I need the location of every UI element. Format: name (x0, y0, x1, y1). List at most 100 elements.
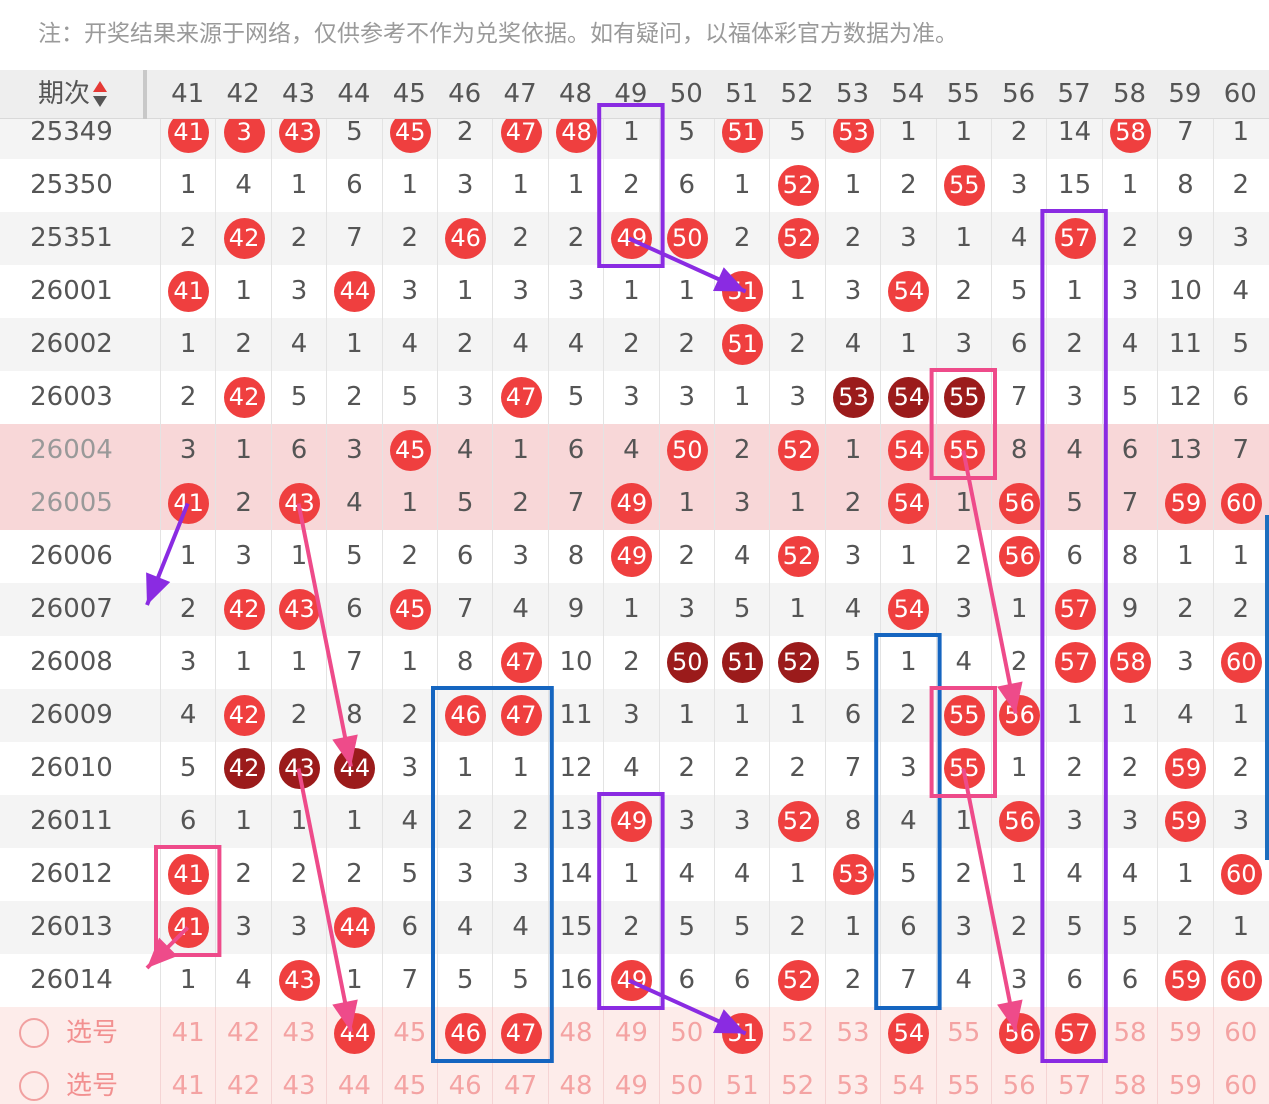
selectable-number-cell[interactable]: 45 (381, 1060, 437, 1104)
number-ball: 41 (168, 483, 210, 524)
miss-count-cell: 2 (215, 848, 270, 901)
selected-number-cell[interactable]: 47 (492, 1007, 547, 1060)
table-row[interactable]: 26001 41 1 3 44 3 1 3 3 1 1 51 1 3 54 2 5 1 3 10 4 (0, 265, 1269, 318)
table-row[interactable]: 25350 1 4 1 6 1 3 1 1 2 6 1 52 1 2 55 3 15 1 8 2 (0, 159, 1269, 212)
issue-column-header[interactable]: 期次 (0, 70, 145, 118)
selectable-number-cell[interactable]: 49 (603, 1007, 658, 1060)
table-row[interactable]: 26012 41 2 2 2 5 3 3 14 1 4 4 1 53 5 2 1 4 4 1 60 (0, 848, 1269, 901)
selectable-number-cell[interactable]: 48 (547, 1060, 603, 1104)
selectable-number-cell[interactable]: 58 (1101, 1060, 1157, 1104)
table-row[interactable]: 26004 3 1 6 3 45 4 1 6 4 50 2 52 1 54 55 8 4 6 13 7 (0, 424, 1269, 477)
selectable-number-cell[interactable]: 55 (935, 1007, 991, 1060)
selectable-number-cell[interactable]: 50 (658, 1007, 714, 1060)
miss-count-cell: 4 (437, 901, 492, 954)
selectable-number-cell[interactable]: 41 (160, 1060, 215, 1104)
miss-count-cell: 7 (381, 954, 437, 1007)
selected-number-ball[interactable]: 57 (1054, 1013, 1096, 1054)
selectable-number-cell[interactable]: 41 (160, 1007, 215, 1060)
select-radio-icon[interactable] (19, 1018, 49, 1048)
number-ball: 43 (278, 748, 320, 789)
selectable-number-cell[interactable]: 57 (1046, 1060, 1101, 1104)
selectable-number-cell[interactable]: 45 (381, 1007, 437, 1060)
selectable-number-cell[interactable]: 50 (658, 1060, 714, 1104)
miss-count-cell: 2 (326, 848, 381, 901)
selectable-number-cell[interactable]: 42 (215, 1007, 270, 1060)
selectable-number-cell[interactable]: 51 (714, 1060, 769, 1104)
drawn-number-cell: 49 (603, 954, 658, 1007)
selectable-number-cell[interactable]: 49 (603, 1060, 658, 1104)
miss-count-cell: 5 (437, 477, 492, 530)
miss-count-cell: 1 (1157, 848, 1212, 901)
selected-number-ball[interactable]: 54 (888, 1013, 930, 1054)
sort-arrows-icon[interactable] (93, 80, 107, 109)
miss-count-cell: 1 (326, 318, 381, 371)
miss-count-cell: 3 (935, 318, 991, 371)
miss-count-cell: 3 (492, 848, 547, 901)
table-row[interactable]: 26010 5 42 43 44 3 1 1 12 4 2 2 2 7 3 55 1 2 2 59 2 (0, 742, 1269, 795)
table-row[interactable]: 26007 2 42 43 6 45 7 4 9 1 3 5 1 4 54 3 1 57 9 2 2 (0, 583, 1269, 636)
selectable-number-cell[interactable]: 53 (824, 1007, 880, 1060)
selected-number-cell[interactable]: 44 (326, 1007, 381, 1060)
selected-number-cell[interactable]: 56 (991, 1007, 1046, 1060)
table-row[interactable]: 26011 6 1 1 1 4 2 2 13 49 3 3 52 8 4 1 56 3 3 59 3 (0, 795, 1269, 848)
selectable-number-cell[interactable]: 46 (437, 1060, 492, 1104)
table-row[interactable]: 26013 41 3 3 44 6 4 4 15 2 5 5 2 1 6 3 2 5 5 2 1 (0, 901, 1269, 954)
miss-count-cell: 4 (492, 318, 547, 371)
selectable-number-cell[interactable]: 52 (769, 1007, 824, 1060)
selected-number-ball[interactable]: 46 (445, 1013, 487, 1054)
drawn-number-cell: 49 (603, 477, 658, 530)
selectable-number-cell[interactable]: 60 (1212, 1007, 1268, 1060)
selected-number-ball[interactable]: 47 (500, 1013, 542, 1054)
issue-number: 26012 (30, 859, 113, 889)
selectable-number-cell[interactable]: 42 (215, 1060, 270, 1104)
number-ball: 52 (777, 218, 819, 259)
drawn-number-cell: 49 (603, 795, 658, 848)
number-ball: 55 (943, 377, 985, 418)
scrollbar[interactable] (1265, 515, 1269, 860)
table-row[interactable]: 26003 2 42 5 2 5 3 47 5 3 3 1 3 53 54 55 7 3 5 12 6 (0, 371, 1269, 424)
selectable-number-cell[interactable]: 56 (991, 1060, 1046, 1104)
table-row[interactable]: 25351 2 42 2 7 2 46 2 2 49 50 2 52 2 3 1 4 57 2 9 3 (0, 212, 1269, 265)
table-row[interactable]: 26005 41 2 43 4 1 5 2 7 49 1 3 1 2 54 1 56 5 7 59 60 (0, 477, 1269, 530)
selectable-number-cell[interactable]: 60 (1212, 1060, 1268, 1104)
selectable-number-cell[interactable]: 58 (1101, 1007, 1157, 1060)
drawn-number-cell: 53 (824, 371, 880, 424)
selectable-number-cell[interactable]: 43 (270, 1060, 326, 1104)
selectable-number-cell[interactable]: 47 (492, 1060, 547, 1104)
selectable-number-cell[interactable]: 59 (1157, 1060, 1212, 1104)
selected-number-cell[interactable]: 57 (1046, 1007, 1101, 1060)
table-row[interactable]: 26009 4 42 2 8 2 46 47 11 3 1 1 1 6 2 55 56 1 1 4 1 (0, 689, 1269, 742)
number-ball: 43 (278, 589, 320, 630)
selected-number-cell[interactable]: 51 (714, 1007, 769, 1060)
drawn-number-cell: 55 (935, 371, 991, 424)
miss-count-cell: 4 (492, 583, 547, 636)
selectable-number-cell[interactable]: 44 (326, 1060, 381, 1104)
selected-number-cell[interactable]: 46 (437, 1007, 492, 1060)
selectable-number-cell[interactable]: 55 (935, 1060, 991, 1104)
table-row[interactable]: 26002 1 2 4 1 4 2 4 4 2 2 51 2 4 1 3 6 2 4 11 5 (0, 318, 1269, 371)
selectable-number-cell[interactable]: 53 (824, 1060, 880, 1104)
table-row[interactable]: 26006 1 3 1 5 2 6 3 8 49 2 4 52 3 1 2 56 6 8 1 1 (0, 530, 1269, 583)
selectable-number-cell[interactable]: 43 (270, 1007, 326, 1060)
select-radio-icon[interactable] (19, 1071, 49, 1101)
selected-number-cell[interactable]: 54 (880, 1007, 935, 1060)
drawn-number-cell: 54 (880, 371, 935, 424)
miss-count-cell: 3 (492, 265, 547, 318)
miss-count-cell: 1 (880, 636, 935, 689)
selectable-number-cell[interactable]: 59 (1157, 1007, 1212, 1060)
selected-number-ball[interactable]: 44 (334, 1013, 376, 1054)
selected-number-ball[interactable]: 51 (722, 1013, 764, 1054)
select-row[interactable]: 选号 41 42 43 44 45 46 47 48 49 50 51 52 53 54 55 56 57 58 59… (0, 1007, 1269, 1060)
miss-count-cell: 1 (326, 954, 381, 1007)
miss-count-cell: 10 (1157, 265, 1212, 318)
number-ball: 41 (168, 854, 210, 895)
selectable-number-cell[interactable]: 48 (547, 1007, 603, 1060)
miss-count-cell: 4 (492, 901, 547, 954)
table-row[interactable]: 26014 1 4 43 1 7 5 5 16 49 6 6 52 2 7 4 3 6 6 59 60 (0, 954, 1269, 1007)
selected-number-ball[interactable]: 56 (999, 1013, 1041, 1054)
table-row[interactable]: 25349 41 3 43 5 45 2 47 48 1 5 51 5 53 1 1 2 14 58 7 1 (0, 119, 1269, 159)
selectable-number-cell[interactable]: 54 (880, 1060, 935, 1104)
table-row[interactable]: 26008 3 1 1 7 1 8 47 10 2 50 51 52 5 1 4 2 57 58 3 60 (0, 636, 1269, 689)
selectable-number-cell[interactable]: 52 (769, 1060, 824, 1104)
select-row[interactable]: 选号 41 42 43 44 45 46 47 48 49 50 51 52 53 54 55 56 57 58 59… (0, 1060, 1269, 1104)
